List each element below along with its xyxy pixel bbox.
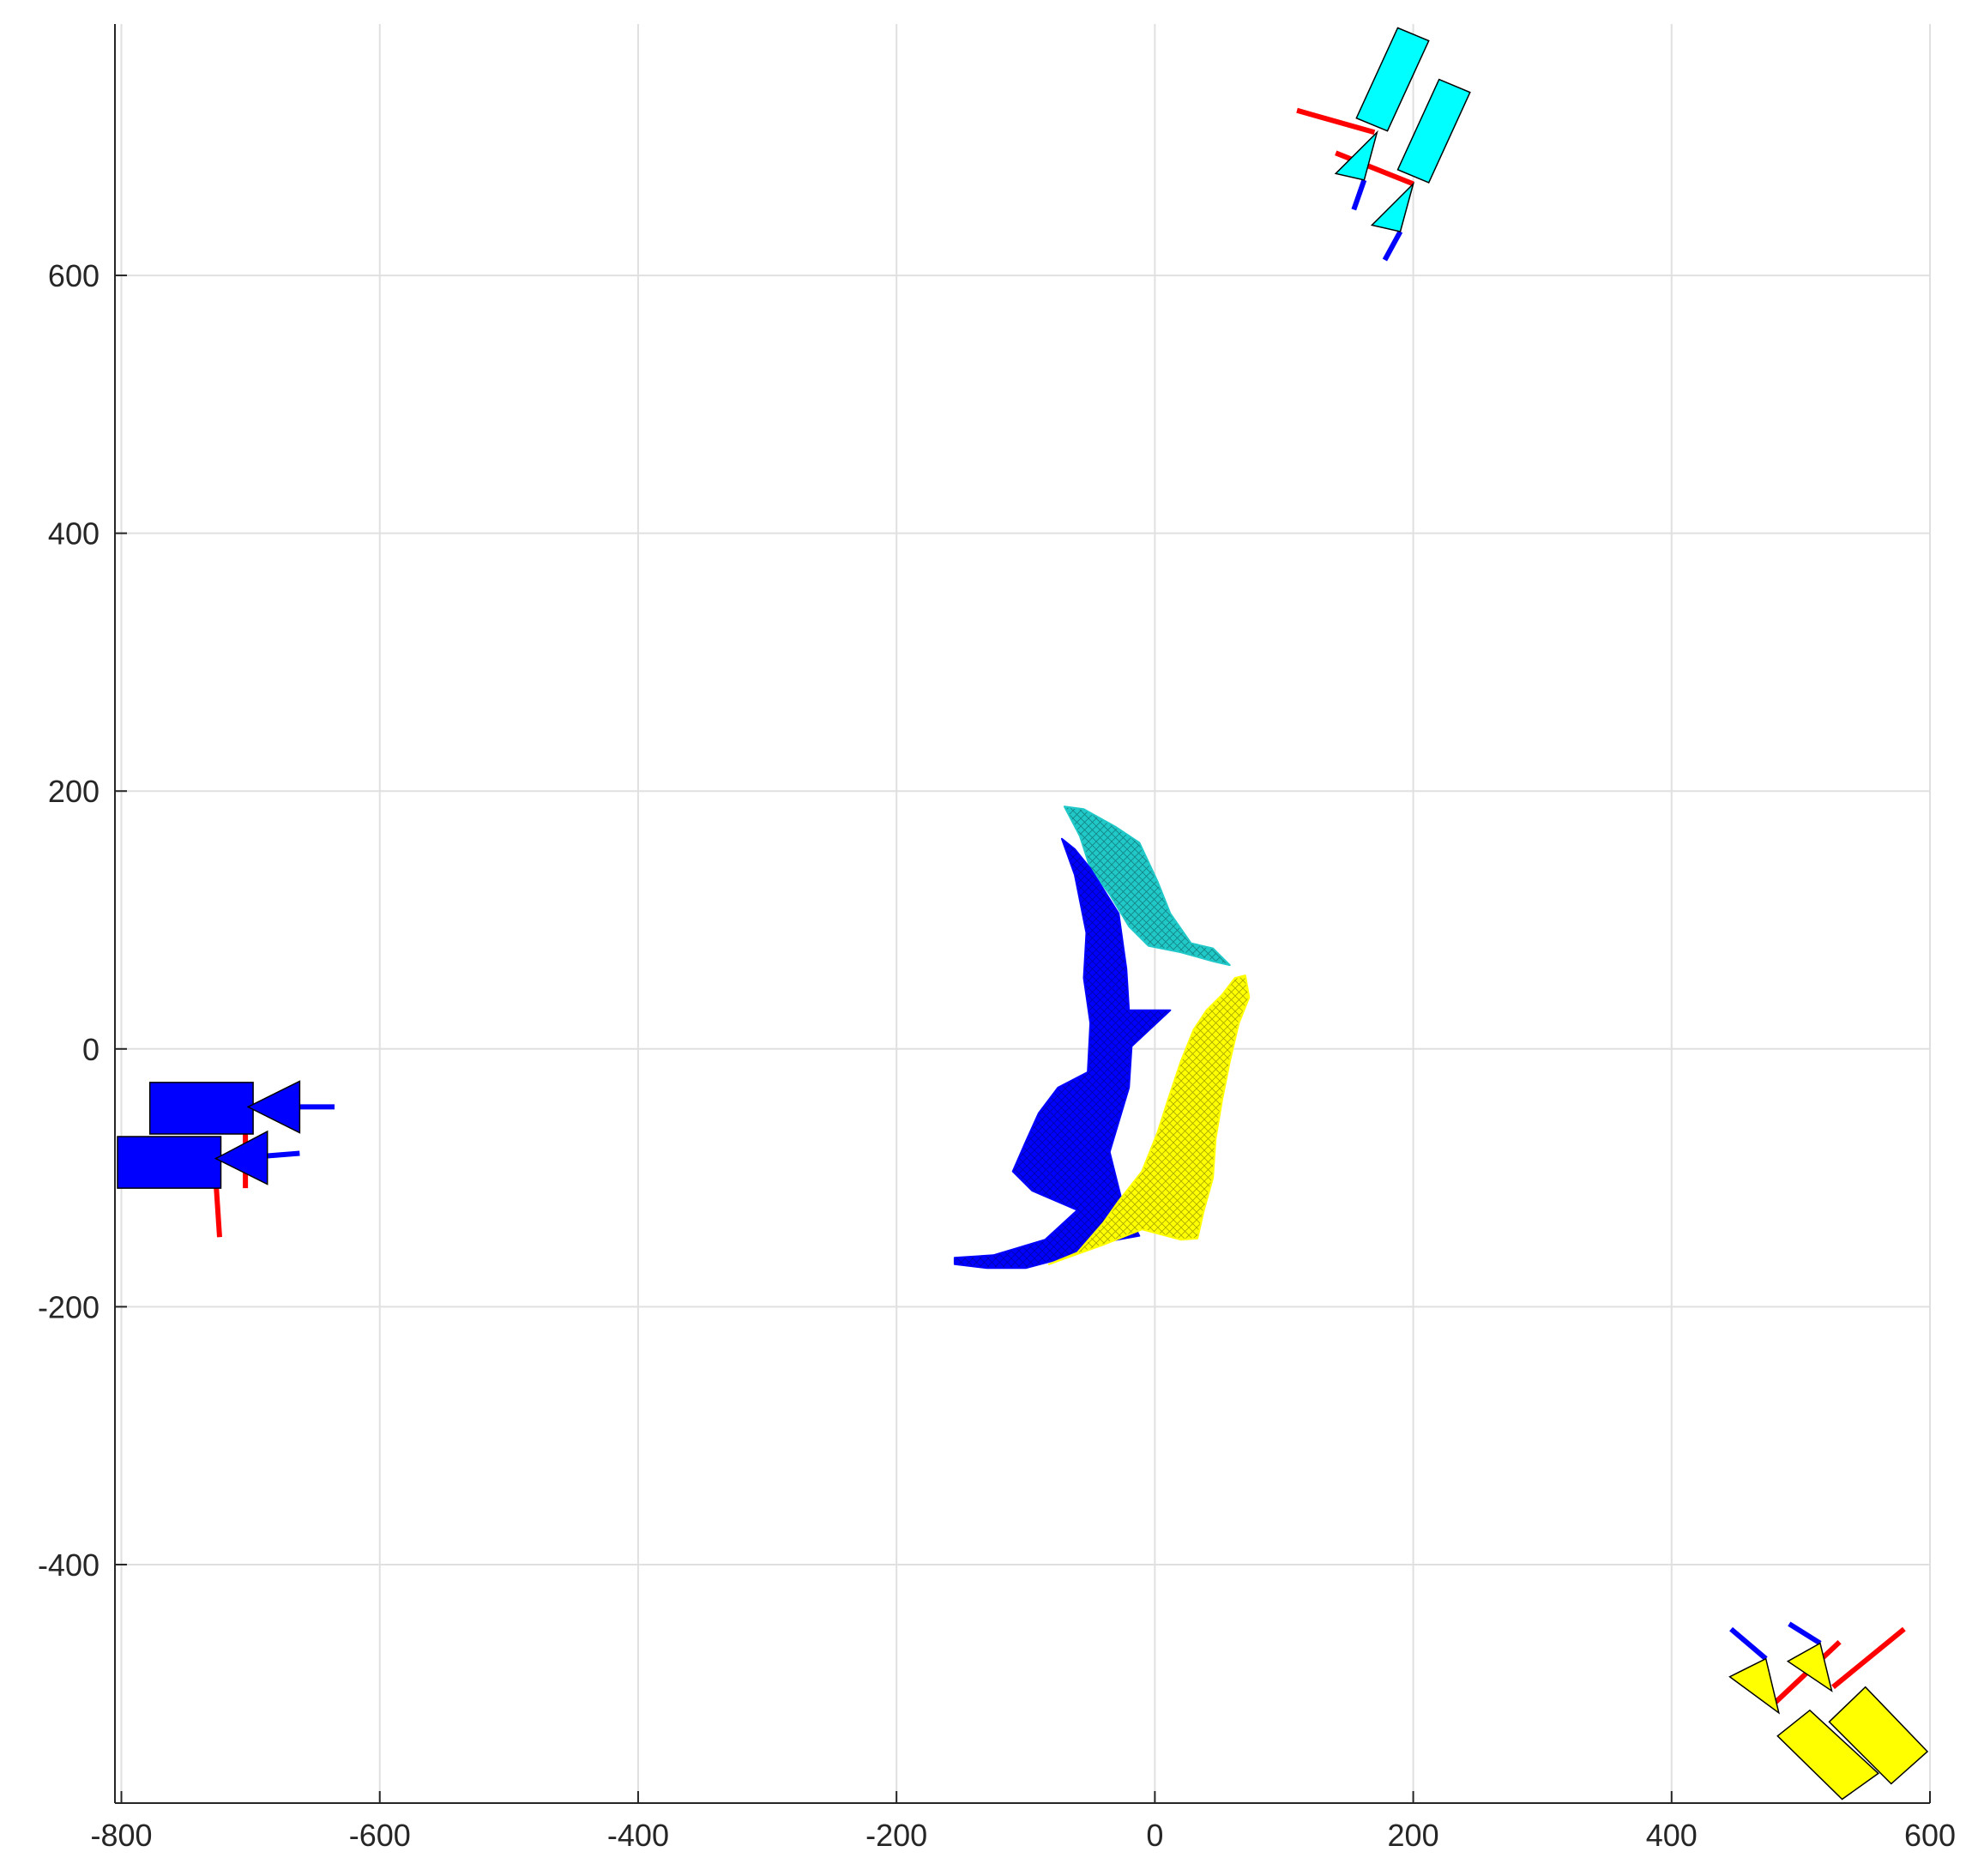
camera-lens-cone (1334, 130, 1378, 181)
y-tick-label: 0 (82, 1032, 100, 1067)
y-tick-labels: -400 -200 0 200 400 600 (38, 258, 100, 1583)
x-tick-label: 600 (1904, 1818, 1956, 1853)
camera-lens-cone (214, 1130, 268, 1185)
camera-body (1396, 78, 1471, 184)
x-tick-label: -600 (349, 1818, 411, 1853)
camera-lens-cone (1728, 1657, 1781, 1715)
mesh_cyan-surface-mesh (1063, 805, 1231, 967)
surfaces (953, 805, 1251, 1270)
blue-camera-group (117, 1080, 335, 1238)
camera-red-axis (1831, 1626, 1906, 1690)
x-tick-label: 200 (1388, 1818, 1439, 1853)
camera-red-axis (1296, 107, 1376, 136)
camera-body (148, 1082, 254, 1135)
x-tick-label: -200 (865, 1818, 927, 1853)
y-tick-label: 200 (48, 774, 100, 809)
camera-blue-axis (1382, 230, 1403, 262)
x-tick-label: 400 (1646, 1818, 1698, 1853)
yellow-surface-mesh (1047, 974, 1251, 1265)
x-tick-label: 0 (1146, 1818, 1163, 1853)
y-tick-label: -200 (38, 1289, 100, 1324)
camera-body (1776, 1709, 1879, 1801)
camera-lens-cone (1786, 1642, 1833, 1692)
blue-surface-mesh (953, 837, 1172, 1270)
camera-red-axis (1769, 1639, 1842, 1709)
camera-lens-cone (246, 1080, 301, 1134)
camera-body (1355, 27, 1430, 132)
x-tick-label: -800 (90, 1818, 152, 1853)
camera-red-axis (1335, 150, 1414, 187)
camera-blue-axis (1351, 178, 1367, 211)
y-tick-label: 600 (48, 258, 100, 293)
camera-body (1828, 1686, 1929, 1785)
axes (114, 24, 1931, 1804)
camera-body (117, 1136, 222, 1189)
x-tick-labels: -800 -600 -400 -200 0 200 400 600 (90, 1818, 1956, 1853)
cameras (117, 27, 1929, 1801)
y-tick-label: -400 (38, 1547, 100, 1583)
camera-blue-axis (267, 1150, 300, 1159)
y-tick-label: 400 (48, 516, 100, 552)
camera-blue-axis (1729, 1626, 1768, 1661)
yellow-camera-group (1728, 1621, 1929, 1801)
camera-blue-axis (1788, 1621, 1822, 1646)
camera-lens-cone (1370, 181, 1415, 232)
x-tick-label: -400 (607, 1818, 669, 1853)
cyan-camera-group (1296, 27, 1471, 262)
